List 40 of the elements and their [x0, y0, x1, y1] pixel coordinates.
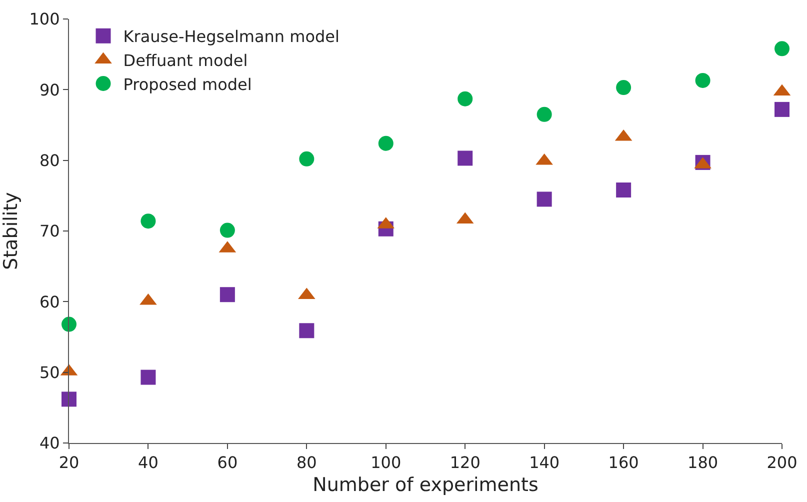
x-tick-label: 180: [688, 453, 718, 472]
y-tick-label: 50: [39, 362, 60, 382]
x-tick-label: 160: [608, 453, 639, 472]
point: [220, 287, 235, 302]
legend-label: Proposed model: [123, 74, 252, 94]
y-tick-label: 60: [39, 292, 60, 312]
legend-label: Deffuant model: [123, 50, 248, 70]
x-tick-label: 140: [529, 453, 560, 472]
point: [378, 136, 394, 151]
point: [140, 214, 156, 229]
y-tick-label: 100: [29, 10, 60, 29]
x-tick-label: 200: [766, 453, 798, 472]
y-tick-label: 80: [39, 150, 60, 170]
point: [774, 41, 790, 56]
point: [616, 80, 632, 96]
point: [695, 72, 710, 88]
x-tick-label: 60: [217, 453, 238, 472]
point: [616, 182, 632, 198]
point: [220, 222, 235, 238]
x-tick-label: 120: [450, 453, 480, 472]
point: [536, 192, 552, 207]
point: [140, 370, 156, 385]
point: [458, 91, 473, 106]
y-tick-label: 70: [39, 222, 60, 241]
x-tick-label: 40: [138, 453, 158, 472]
x-tick-label: 100: [370, 453, 402, 472]
point: [536, 106, 552, 122]
y-tick-label: 90: [39, 80, 60, 100]
x-axis-title: Number of experiments: [312, 474, 538, 496]
legend-label: Krause-Hegselmann model: [123, 27, 340, 46]
y-tick-label: 40: [39, 434, 60, 453]
point: [62, 392, 76, 407]
point: [774, 102, 790, 117]
y-axis-title: Stability: [0, 192, 22, 270]
x-tick-label: 80: [296, 453, 317, 472]
point: [299, 323, 314, 338]
point: [458, 150, 473, 166]
point: [299, 151, 314, 166]
x-tick-label: 20: [58, 453, 80, 472]
point: [62, 316, 76, 332]
